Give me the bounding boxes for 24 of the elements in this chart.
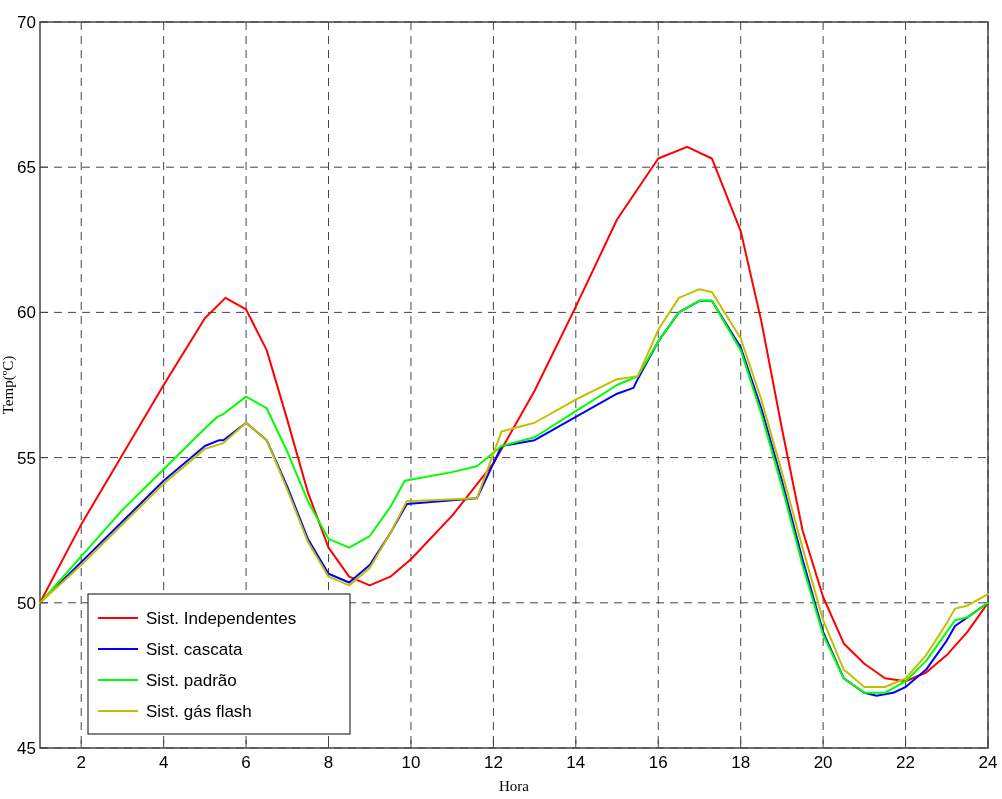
- legend-label: Sist. gás flash: [146, 702, 252, 721]
- x-tick-label: 22: [896, 753, 916, 772]
- x-tick-label: 12: [483, 753, 503, 772]
- x-tick-label: 24: [978, 753, 998, 772]
- x-tick-label: 14: [566, 753, 586, 772]
- x-tick-label: 16: [648, 753, 668, 772]
- x-tick-label: 2: [76, 753, 86, 772]
- y-axis-title: Temp(ºC): [0, 355, 17, 415]
- x-axis-title: Hora: [499, 778, 530, 794]
- y-tick-label: 70: [17, 13, 36, 32]
- y-tick-label: 50: [17, 593, 36, 613]
- y-tick-label: 45: [17, 739, 36, 758]
- x-tick-label: 10: [401, 753, 421, 772]
- x-tick-label: 18: [731, 753, 751, 772]
- x-tick-label: 4: [158, 753, 169, 772]
- y-tick-label: 65: [17, 158, 36, 178]
- legend-label: Sist. Independentes: [146, 609, 297, 628]
- legend-label: Sist. padrão: [146, 671, 237, 690]
- y-tick-label: 60: [17, 303, 36, 323]
- y-tick-label: 55: [17, 448, 36, 468]
- x-tick-label: 20: [813, 753, 833, 772]
- x-tick-label: 8: [323, 753, 334, 772]
- x-tick-label: 6: [241, 753, 251, 772]
- legend-label: Sist. cascata: [146, 640, 243, 659]
